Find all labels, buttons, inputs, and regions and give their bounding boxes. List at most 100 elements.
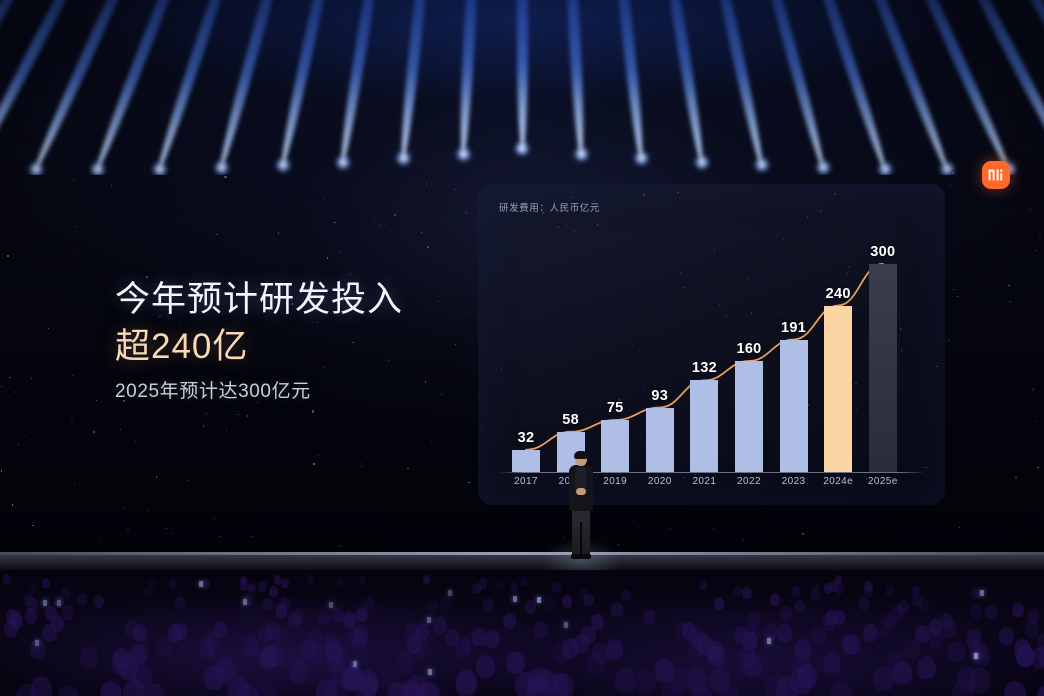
star xyxy=(500,368,502,370)
x-tick-2021: 2021 xyxy=(692,476,717,487)
audience-member xyxy=(227,677,250,696)
headline-line-2: 超240亿 xyxy=(115,327,249,366)
audience-member xyxy=(42,577,51,588)
star xyxy=(898,311,900,313)
bar-value-2021: 132 xyxy=(691,360,717,377)
audience-member xyxy=(29,638,47,660)
headline-line-1: 今年预计研发投入 xyxy=(115,280,404,319)
star xyxy=(247,415,249,417)
spotlight-beam xyxy=(276,0,341,168)
audience-member xyxy=(342,665,363,691)
star xyxy=(202,425,204,427)
audience-member xyxy=(27,598,39,612)
star xyxy=(388,359,390,362)
audience-member xyxy=(873,665,894,691)
audience-member xyxy=(132,623,148,642)
audience-member xyxy=(690,685,714,696)
star xyxy=(177,319,179,321)
audience-member xyxy=(615,667,636,694)
star xyxy=(224,175,227,178)
spotlight-beam xyxy=(337,0,388,165)
star xyxy=(407,467,409,469)
spotlight-truss xyxy=(0,0,1044,175)
star xyxy=(691,331,693,334)
audience-member xyxy=(1039,645,1044,667)
star xyxy=(542,212,544,214)
audience-member xyxy=(709,667,730,694)
spotlight-beam xyxy=(656,0,707,165)
audience-phone-screen xyxy=(974,653,978,660)
audience-member xyxy=(741,630,758,650)
spotlight-beam xyxy=(937,0,1044,172)
star xyxy=(780,311,782,314)
star xyxy=(339,250,341,253)
bar-value-2025e: 300 xyxy=(870,243,896,260)
star xyxy=(374,221,376,223)
audience-member xyxy=(552,673,574,696)
audience-member xyxy=(461,632,477,652)
audience-member xyxy=(51,615,65,632)
audience-member xyxy=(1012,602,1024,618)
audience-member xyxy=(947,641,965,663)
star xyxy=(803,326,806,328)
star xyxy=(900,328,902,330)
star xyxy=(711,327,713,329)
stage-floor xyxy=(0,552,1044,574)
audience-member xyxy=(201,578,210,589)
star xyxy=(680,402,683,404)
audience-member xyxy=(892,605,904,620)
spotlight-beam xyxy=(750,0,829,171)
audience-member xyxy=(892,660,913,686)
star xyxy=(558,226,560,228)
star xyxy=(175,351,178,354)
star xyxy=(846,272,848,275)
x-axis-line xyxy=(498,472,925,473)
star xyxy=(147,510,149,512)
audience-member xyxy=(506,651,525,674)
audience-member xyxy=(53,594,65,608)
chart-panel: 研发费用：人民币亿元 32201758201875201993202013220… xyxy=(478,184,945,505)
star xyxy=(901,348,903,351)
x-tick-2023: 2023 xyxy=(781,476,806,487)
audience-member xyxy=(765,674,787,696)
star xyxy=(1014,476,1017,479)
x-tick-2022: 2022 xyxy=(737,476,761,487)
audience-member xyxy=(858,596,870,610)
star xyxy=(941,180,944,182)
star xyxy=(361,466,363,468)
star xyxy=(668,215,671,218)
spotlight-beam xyxy=(153,0,247,173)
audience-member xyxy=(581,625,596,645)
star xyxy=(454,344,457,346)
audience-member xyxy=(716,684,739,696)
star xyxy=(188,310,191,313)
presenter-leg-gap xyxy=(580,522,582,556)
audience-member xyxy=(885,584,895,596)
star xyxy=(219,282,221,285)
star xyxy=(788,224,791,226)
star xyxy=(579,278,581,280)
audience-member xyxy=(829,681,852,696)
star xyxy=(179,321,182,323)
audience-member xyxy=(482,598,494,612)
star xyxy=(73,179,75,181)
audience-member xyxy=(835,583,845,594)
spotlight-beam xyxy=(215,0,294,171)
audience-member xyxy=(174,595,186,609)
star xyxy=(958,526,961,529)
star xyxy=(278,232,280,234)
star xyxy=(742,539,744,541)
audience-member xyxy=(733,626,749,645)
audience-phone-screen xyxy=(35,640,40,647)
star xyxy=(334,221,336,223)
audience-member xyxy=(579,587,589,599)
audience-member xyxy=(258,581,267,592)
audience-member xyxy=(56,684,80,696)
star xyxy=(855,409,858,411)
audience-member xyxy=(794,638,811,660)
audience-member xyxy=(127,645,145,668)
headline-subtitle: 2025年预计达300亿元 xyxy=(115,381,311,402)
audience-member xyxy=(971,586,981,599)
star xyxy=(573,230,575,232)
audience-member xyxy=(479,578,488,589)
